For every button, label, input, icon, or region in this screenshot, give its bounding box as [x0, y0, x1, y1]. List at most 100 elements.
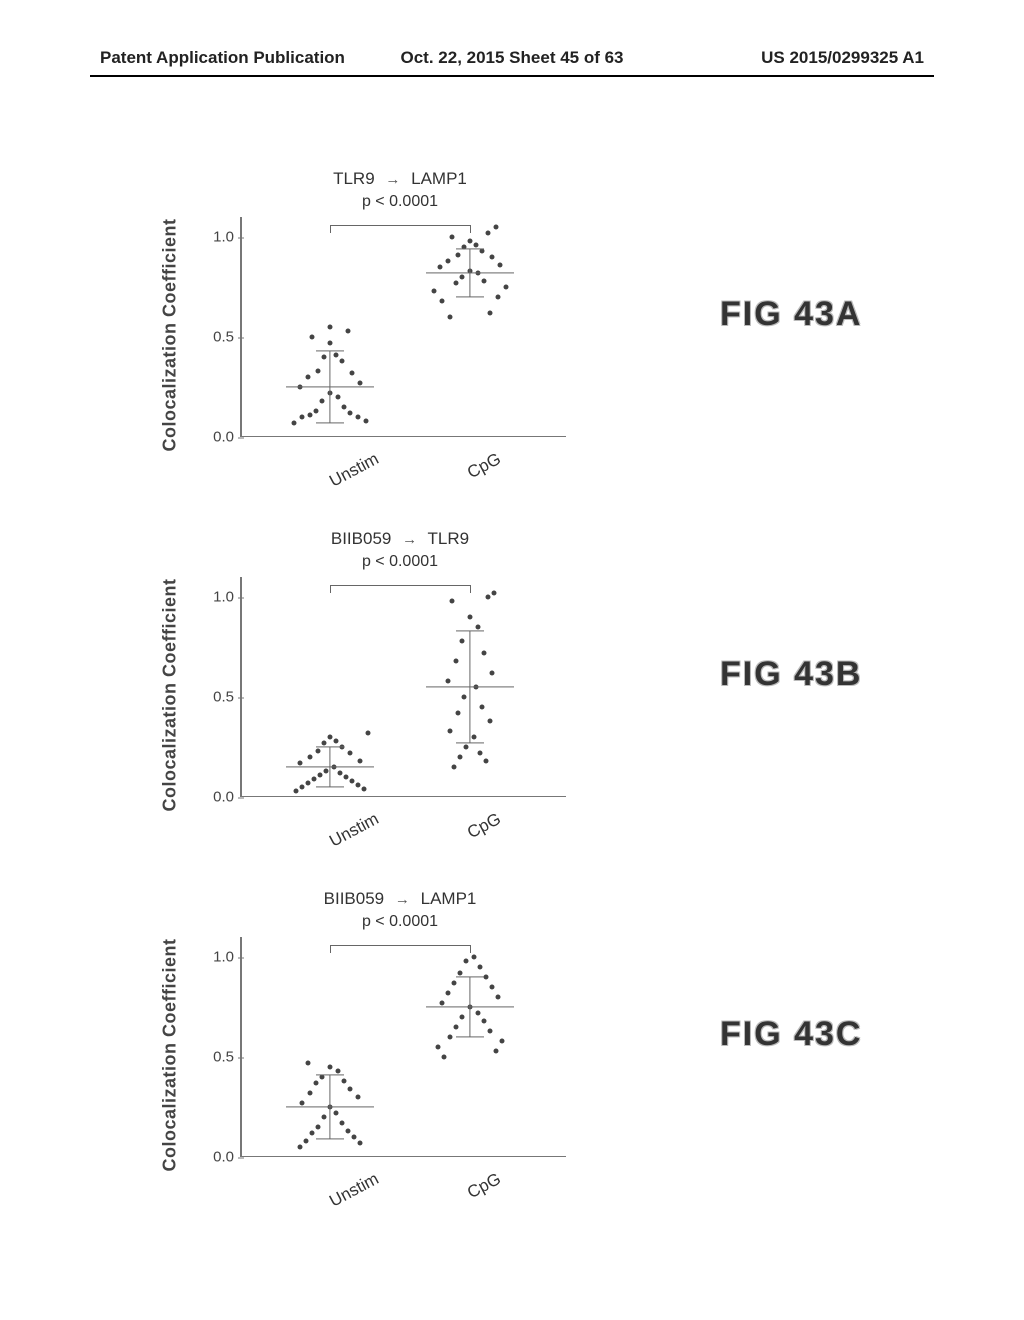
data-point [336, 395, 341, 400]
xtick-label: Unstim [326, 449, 382, 491]
title-left-a: TLR9 [333, 169, 375, 188]
data-point [464, 745, 469, 750]
sig-bracket [330, 225, 470, 226]
data-point [484, 975, 489, 980]
data-point [498, 263, 503, 268]
data-point [456, 253, 461, 258]
panel-c: Colocalization Coefficient BIIB059 → LAM… [180, 895, 880, 1215]
data-point [478, 965, 483, 970]
data-point [318, 773, 323, 778]
data-point [494, 225, 499, 230]
data-point [328, 735, 333, 740]
ytick: 1.0 [198, 589, 234, 606]
data-point [474, 243, 479, 248]
data-point [334, 353, 339, 358]
data-point [436, 1045, 441, 1050]
data-point [300, 785, 305, 790]
error-whisker [469, 631, 470, 743]
title-right-c: LAMP1 [421, 889, 477, 908]
data-point [292, 421, 297, 426]
y-axis [240, 937, 242, 1157]
error-whisker [469, 977, 470, 1037]
arrow-icon: → [395, 891, 410, 908]
data-point [306, 1061, 311, 1066]
data-point [298, 761, 303, 766]
data-point [472, 955, 477, 960]
p-value-b: p < 0.0001 [240, 553, 560, 571]
data-point [316, 369, 321, 374]
data-point [340, 1121, 345, 1126]
data-point [460, 1015, 465, 1020]
data-point [352, 1135, 357, 1140]
data-point [300, 415, 305, 420]
data-point [446, 679, 451, 684]
data-point [308, 413, 313, 418]
ytick: 0.0 [198, 789, 234, 806]
data-point [454, 1025, 459, 1030]
data-point [456, 711, 461, 716]
data-point [482, 1019, 487, 1024]
header-right: US 2015/0299325 A1 [649, 48, 1024, 68]
title-left-c: BIIB059 [324, 889, 385, 908]
xtick-label: CpG [464, 809, 504, 843]
data-point [366, 731, 371, 736]
data-point [494, 1049, 499, 1054]
x-axis [240, 1156, 566, 1158]
data-point [464, 959, 469, 964]
error-cap [456, 630, 484, 631]
data-point [348, 1087, 353, 1092]
data-point [448, 729, 453, 734]
data-point [490, 671, 495, 676]
data-point [452, 981, 457, 986]
ytick: 0.0 [198, 1149, 234, 1166]
sig-bracket [330, 945, 470, 946]
panel-b: Colocalization Coefficient BIIB059 → TLR… [180, 535, 880, 855]
page: Patent Application Publication Oct. 22, … [0, 0, 1024, 1320]
error-cap [456, 1036, 484, 1037]
data-point [324, 769, 329, 774]
error-cap [456, 976, 484, 977]
data-point [432, 289, 437, 294]
data-point [340, 359, 345, 364]
data-point [348, 411, 353, 416]
data-point [316, 749, 321, 754]
data-point [504, 285, 509, 290]
data-point [446, 991, 451, 996]
data-point [442, 1055, 447, 1060]
data-point [362, 787, 367, 792]
data-point [316, 1125, 321, 1130]
data-point [298, 1145, 303, 1150]
data-point [458, 755, 463, 760]
data-point [336, 1069, 341, 1074]
data-point [446, 259, 451, 264]
title-left-b: BIIB059 [331, 529, 392, 548]
data-point [334, 1111, 339, 1116]
data-point [468, 615, 473, 620]
data-point [356, 783, 361, 788]
data-point [328, 325, 333, 330]
data-point [304, 1139, 309, 1144]
title-right-b: TLR9 [428, 529, 470, 548]
data-point [342, 1079, 347, 1084]
data-point [458, 971, 463, 976]
data-point [448, 315, 453, 320]
data-point [486, 595, 491, 600]
y-axis [240, 577, 242, 797]
data-point [338, 771, 343, 776]
data-point [322, 1115, 327, 1120]
x-axis [240, 796, 566, 798]
panel-a: Colocalization Coefficient TLR9 → LAMP1 … [180, 175, 880, 495]
data-point [364, 419, 369, 424]
data-point [450, 235, 455, 240]
xtick-label: CpG [464, 449, 504, 483]
ytick: 0.5 [198, 1049, 234, 1066]
data-point [320, 399, 325, 404]
figure-label-a: FIG 43A [720, 295, 862, 334]
error-cap [316, 422, 344, 423]
title-right-a: LAMP1 [411, 169, 467, 188]
data-point [314, 409, 319, 414]
data-point [328, 1065, 333, 1070]
arrow-icon: → [385, 171, 400, 188]
data-point [484, 759, 489, 764]
data-point [488, 1029, 493, 1034]
